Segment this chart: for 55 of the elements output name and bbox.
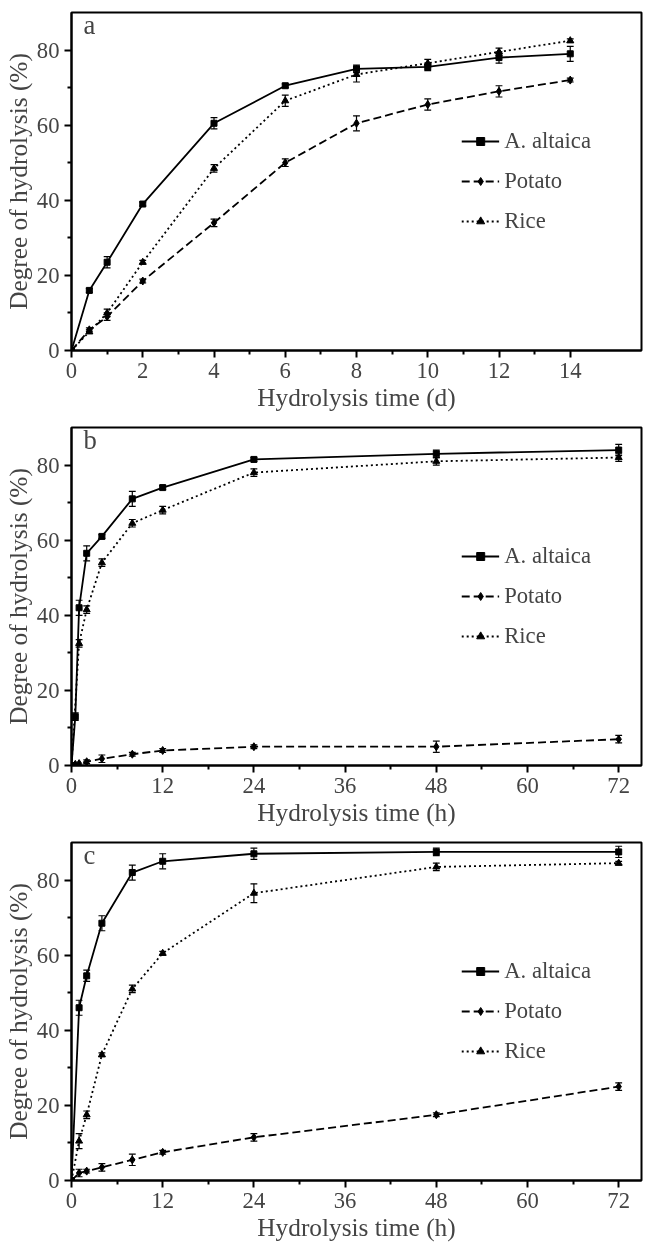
x-tick-label: 4	[208, 357, 220, 383]
y-tick-label: 60	[36, 942, 60, 968]
y-axis-title: Degree of hydrolysis (%)	[3, 883, 33, 1140]
y-tick-label: 0	[48, 338, 60, 363]
legend-label: Rice	[504, 623, 546, 649]
annotation: c	[83, 839, 96, 870]
x-tick-label: 12	[487, 357, 511, 383]
y-tick-label: 60	[36, 112, 60, 138]
annotation: b	[83, 424, 97, 455]
x-tick-label: 48	[424, 1187, 448, 1213]
y-tick-label: 40	[36, 1017, 60, 1043]
y-tick-label: 20	[36, 1092, 60, 1118]
y-tick-label: 80	[36, 37, 60, 63]
x-tick-label: 36	[333, 772, 357, 798]
x-tick-label: 12	[151, 1187, 175, 1213]
x-tick-label: 8	[350, 357, 363, 383]
x-tick-label: 2	[137, 357, 149, 383]
y-tick-label: 20	[36, 677, 60, 703]
x-tick-label: 72	[607, 1187, 631, 1213]
x-tick-label: 60	[516, 1187, 539, 1213]
y-tick-label: 60	[36, 527, 60, 553]
y-axis-title: Degree of hydrolysis (%)	[3, 468, 33, 725]
y-axis-title: Degree of hydrolysis (%)	[3, 53, 33, 310]
y-tick-label: 40	[36, 187, 60, 213]
y-tick-label: 80	[36, 867, 60, 893]
x-tick-label: 14	[558, 357, 582, 383]
y-tick-label: 20	[36, 262, 60, 288]
x-tick-label: 24	[242, 1187, 266, 1213]
x-tick-label: 12	[151, 772, 175, 798]
y-tick-label: 80	[36, 452, 60, 478]
x-axis-title: Hydrolysis time (h)	[257, 1212, 456, 1242]
x-tick-label: 24	[242, 772, 266, 798]
legend-label: A. altaica	[504, 128, 591, 154]
legend-label: Potato	[504, 583, 563, 609]
legend-label: Rice	[504, 208, 546, 234]
legend-label: Potato	[504, 168, 563, 194]
x-tick-label: 6	[279, 357, 291, 383]
x-axis-title: Hydrolysis time (d)	[257, 382, 456, 412]
legend-label: A. altaica	[504, 958, 591, 984]
legend-label: Rice	[504, 1038, 546, 1064]
x-tick-label: 72	[607, 772, 631, 798]
y-tick-label: 40	[36, 602, 60, 628]
x-tick-label: 0	[65, 357, 78, 383]
x-tick-label: 10	[416, 357, 440, 383]
y-tick-label: 0	[48, 753, 60, 778]
x-tick-label: 60	[516, 772, 539, 798]
legend-label: Potato	[504, 998, 563, 1024]
x-tick-label: 48	[424, 772, 448, 798]
x-tick-label: 0	[65, 772, 78, 798]
y-tick-label: 0	[48, 1168, 60, 1193]
legend-label: A. altaica	[504, 543, 591, 569]
x-tick-label: 36	[333, 1187, 357, 1213]
x-axis-title: Hydrolysis time (h)	[257, 797, 456, 827]
x-tick-label: 0	[65, 1187, 78, 1213]
annotation: a	[83, 9, 96, 40]
